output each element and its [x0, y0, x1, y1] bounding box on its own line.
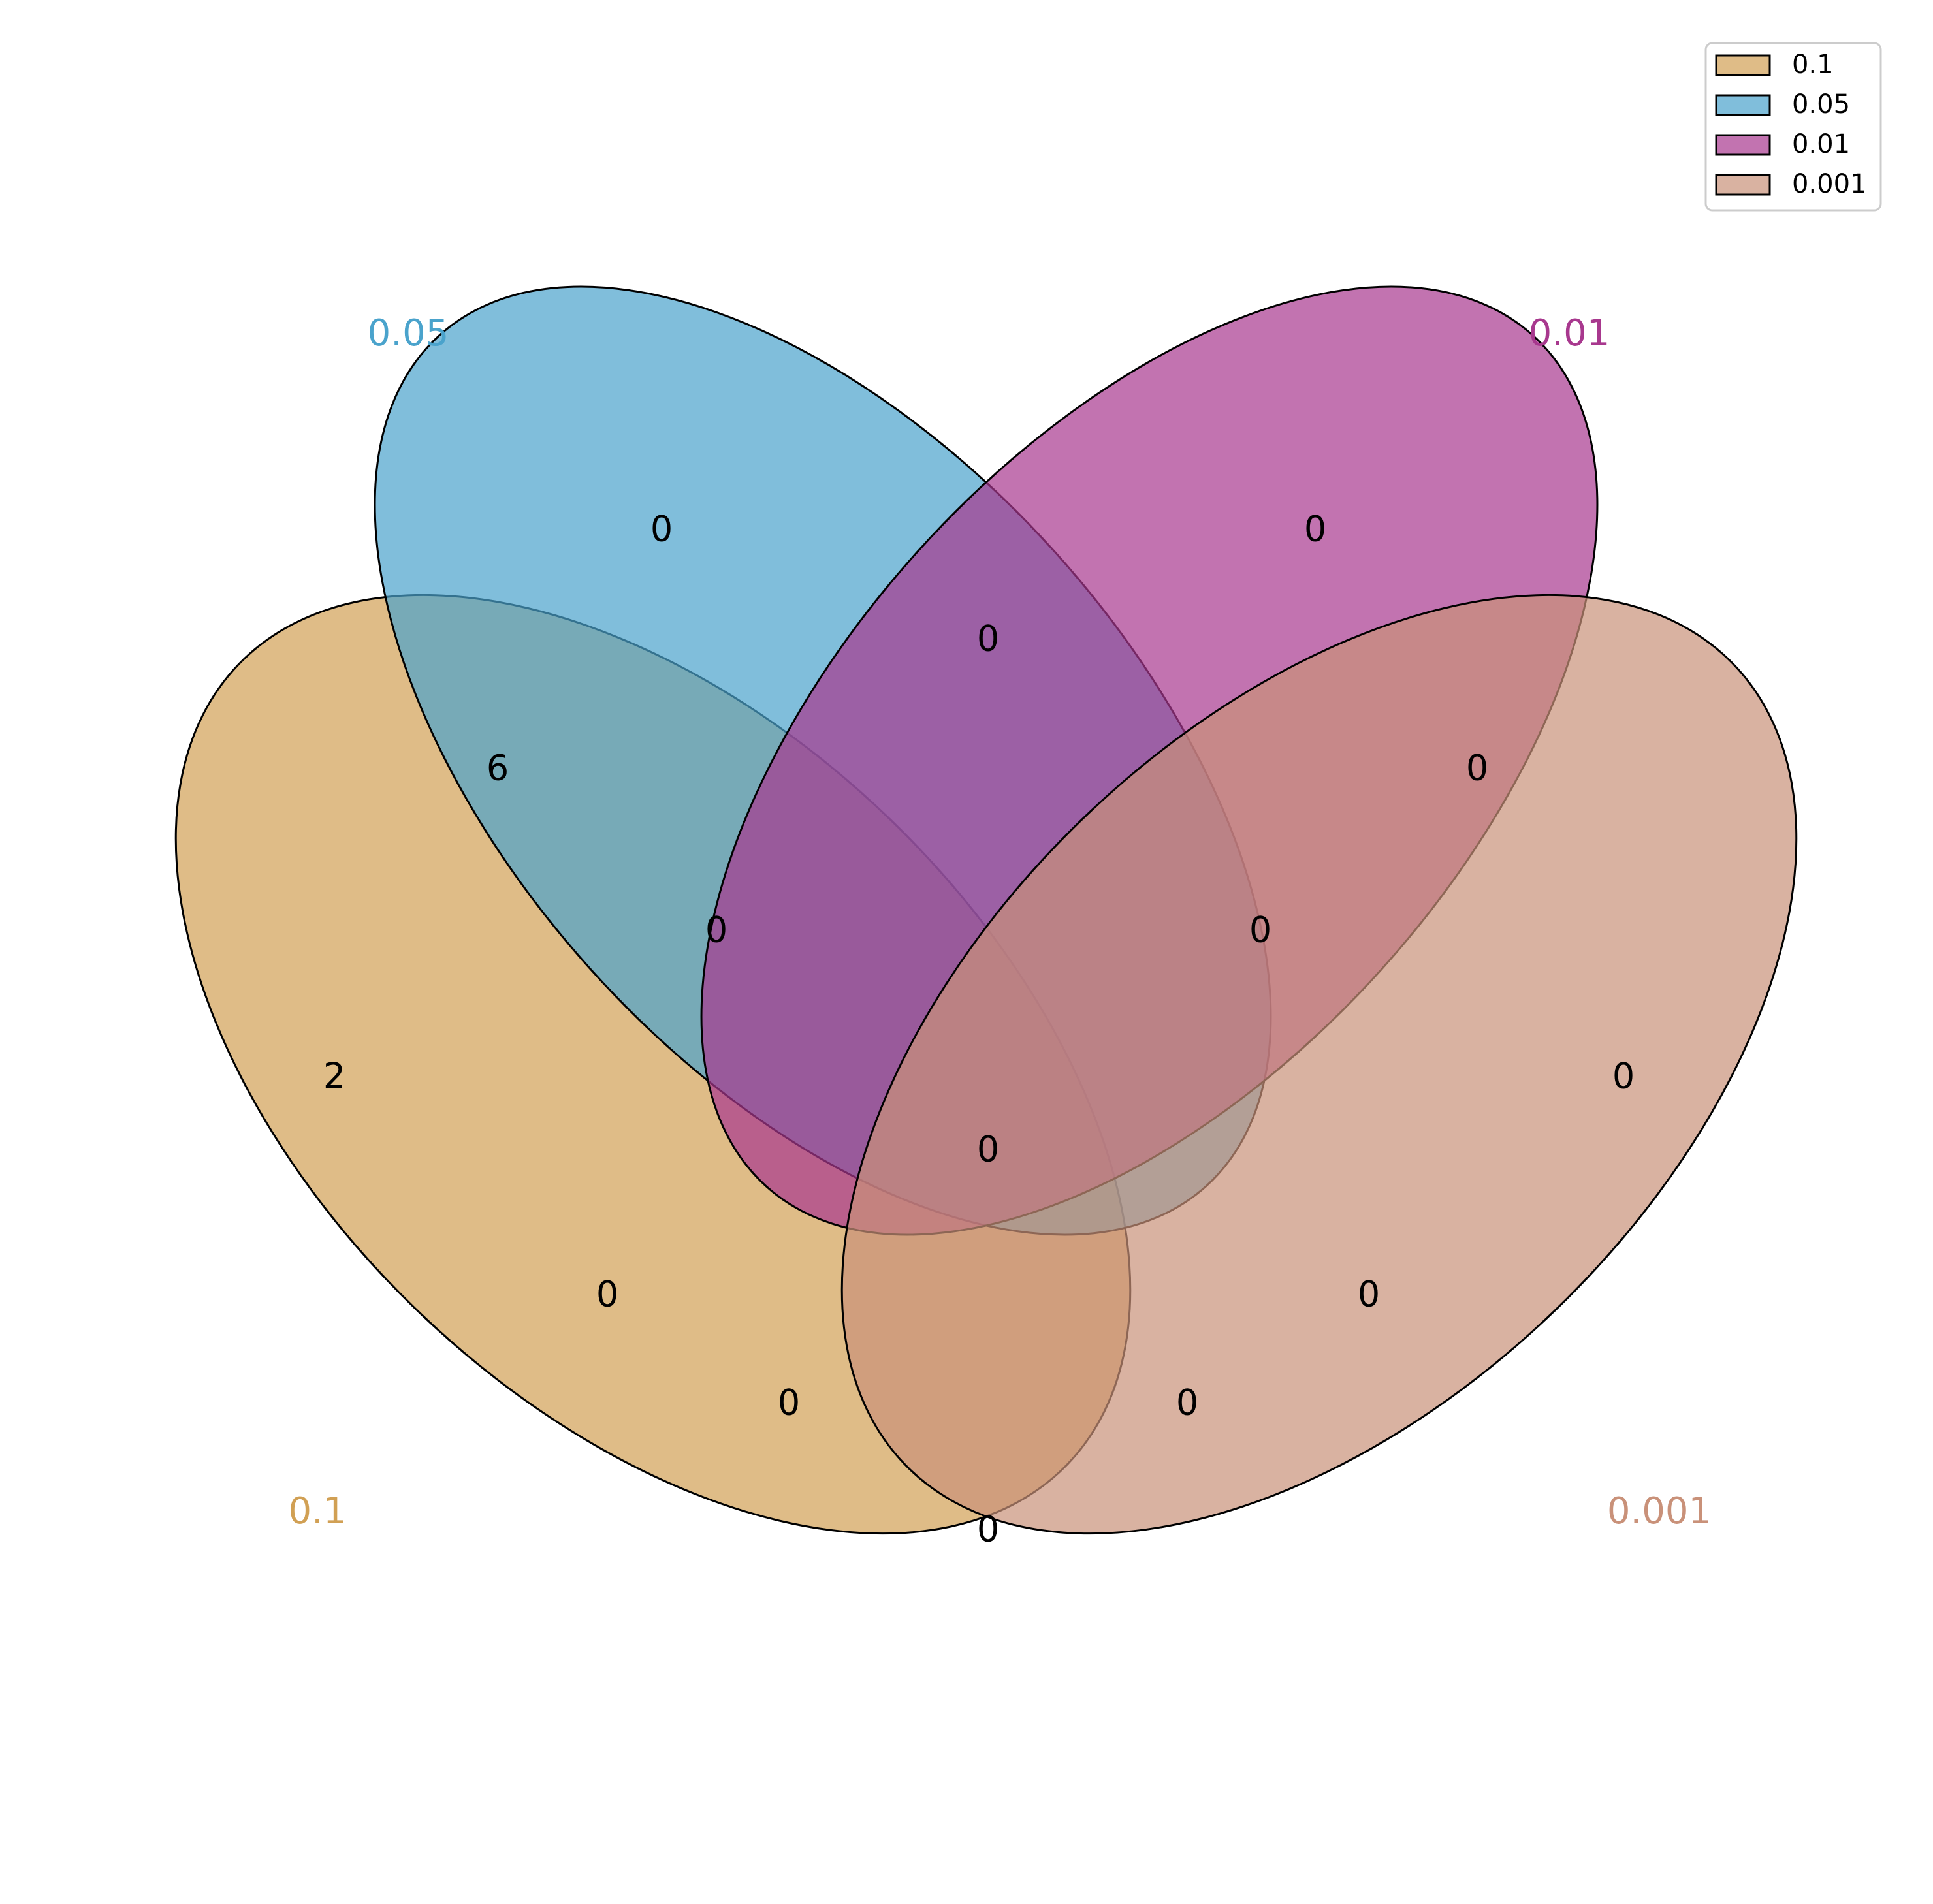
- set-label-0-01: 0.01: [1529, 312, 1610, 355]
- count-all-four: 0: [977, 1129, 999, 1170]
- legend-frame: [1704, 42, 1882, 212]
- count-0-05-0-01-0-001: 0: [1249, 910, 1271, 951]
- legend-label-0-1: 0.1: [1792, 50, 1834, 80]
- count-only-0-05: 0: [650, 509, 673, 550]
- set-label-0-1: 0.1: [288, 1490, 346, 1532]
- legend-label-0-01: 0.01: [1792, 129, 1850, 159]
- region-counts: 0 0 0 6 0 0 0 2 0 0 0 0 0 0 0: [323, 509, 1635, 1550]
- legend-swatch-0-01: [1715, 134, 1771, 156]
- count-only-0-001: 0: [1612, 1056, 1635, 1097]
- count-0-1-0-001: 0: [977, 1509, 999, 1550]
- count-0-01-0-001: 0: [1466, 748, 1488, 789]
- legend-swatch-0-1: [1715, 54, 1771, 76]
- set-labels: 0.05 0.01 0.1 0.001: [288, 312, 1712, 1532]
- count-0-1-0-05-0-01: 0: [705, 910, 727, 951]
- count-0-05-0-001: 0: [1358, 1274, 1380, 1315]
- count-only-0-01: 0: [1304, 509, 1326, 550]
- set-shapes: [174, 285, 1798, 1535]
- legend-swatch-0-05: [1715, 94, 1771, 116]
- count-0-1-0-05-0-001: 0: [1176, 1382, 1198, 1423]
- count-0-1-0-01: 0: [596, 1274, 618, 1315]
- legend-label-0-001: 0.001: [1792, 169, 1867, 199]
- count-0-1-0-05: 6: [487, 748, 509, 789]
- count-0-05-0-01: 0: [977, 618, 999, 659]
- set-label-0-001: 0.001: [1607, 1490, 1712, 1532]
- set-ellipse-0-001: [840, 594, 1798, 1535]
- legend-label-0-05: 0.05: [1792, 89, 1850, 119]
- count-only-0-1: 2: [323, 1056, 345, 1097]
- set-label-0-05: 0.05: [368, 312, 449, 355]
- legend: 0.1 0.05 0.01 0.001: [1704, 42, 1882, 212]
- count-0-1-0-01-0-001: 0: [778, 1382, 800, 1423]
- legend-swatch-0-001: [1715, 174, 1771, 196]
